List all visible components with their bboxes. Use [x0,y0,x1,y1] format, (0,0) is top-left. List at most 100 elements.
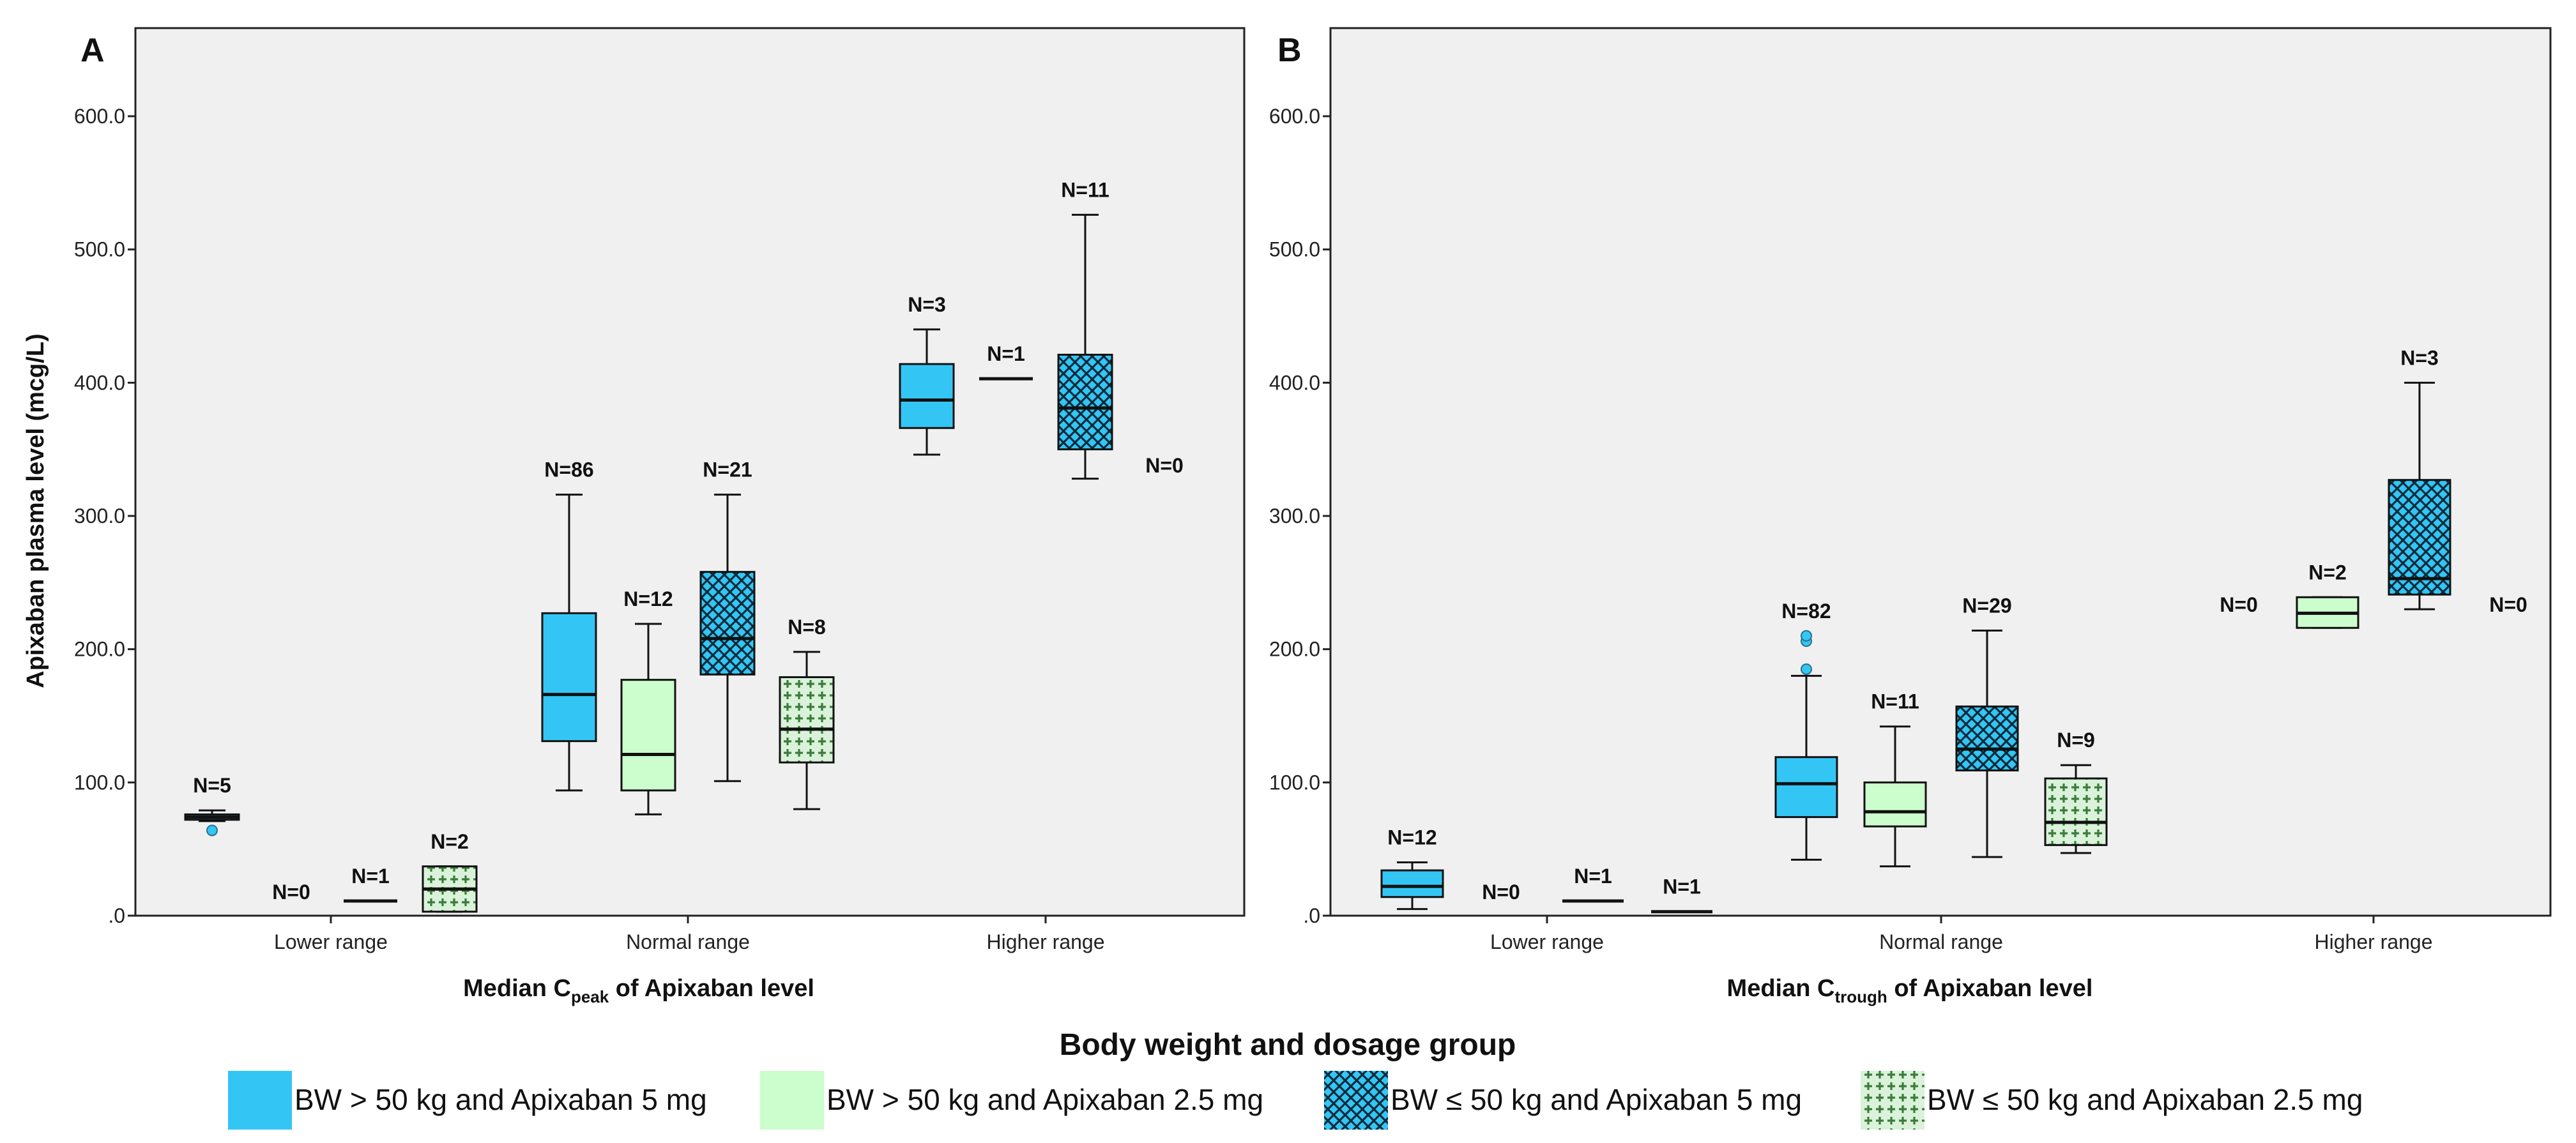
y-tick-label-b-4: 400.0 [1269,371,1320,394]
y-tick-label-a-3: 300.0 [74,504,125,527]
n-label-b-s1-c2: N=2 [2308,561,2347,584]
iqr-box-b-s1-c1 [1863,781,1927,828]
y-axis-b: .0 100.0 200.0 300.0 400.0 500.0 600.0 [1269,105,1330,927]
y-tick-label-a-5: 500.0 [74,238,125,261]
legend-item-2: BW ≤ 50 kg and Apixaban 5 mg [1324,1071,1802,1130]
box-b-s3-c0: N=1 [1651,875,1712,914]
legend-title: Body weight and dosage group [1060,1028,1516,1062]
iqr-box-a-s2-c1 [699,571,756,676]
iqr-box-b-s2-c1 [1955,705,2019,772]
x-axis-b: Lower range Normal range Higher range [1490,916,2433,953]
legend-swatch-2 [1324,1071,1388,1130]
n-label-b-s0-c0: N=12 [1387,826,1437,849]
outlier-a-s0-c0-0 [206,824,218,836]
outlier-b-s0-c1-0 [1801,663,1812,675]
box-a-s2-c1: N=21 [699,458,756,782]
legend-swatch-0 [228,1071,292,1130]
box-b-s2-c2: N=3 [2388,346,2451,610]
legend-item-3: BW ≤ 50 kg and Apixaban 2.5 mg [1861,1071,2363,1130]
legend-item-1: BW > 50 kg and Apixaban 2.5 mg [760,1071,1263,1130]
y-tick-label-a-1: 100.0 [74,771,125,794]
y-tick-label-a-6: 600.0 [74,105,125,128]
x-tick-label-b-1: Normal range [1879,930,2003,953]
x-axis-title-b: Median Ctrough of Apixaban level [1727,975,2093,1006]
box-a-s1-c1: N=12 [620,587,676,815]
iqr-box-b-s0-c0 [1380,869,1444,898]
box-b-s3-c1: N=9 [2044,729,2108,854]
box-a-s0-c0: N=5 [184,774,240,836]
y-axis-title-a: Apixaban plasma level (mcg/L) [22,333,49,688]
x-tick-label-b-2: Higher range [2315,930,2433,953]
panel-b: B .0 100.0 200.0 300.0 400.0 500.0 600.0 Lower… [1269,27,2552,1006]
y-tick-label-a-0: .0 [108,904,125,927]
box-a-s1-c2: N=1 [979,342,1033,381]
box-b-s0-c0: N=12 [1380,826,1444,911]
y-tick-label-b-2: 200.0 [1269,638,1320,661]
y-tick-label-a-4: 400.0 [74,371,125,394]
iqr-box-a-s1-c1 [620,679,676,792]
n-label-a-s3-c1: N=8 [788,616,826,639]
n-label-b-s1-c1: N=11 [1871,690,1919,713]
x-tick-label-b-0: Lower range [1490,930,1604,953]
panel-label-a: A [80,32,105,69]
box-b-s1-c1: N=11 [1863,690,1927,868]
n-label-b-s2-c2: N=3 [2400,346,2439,369]
plot-area-a [134,27,1246,917]
y-tick-label-b-3: 300.0 [1269,504,1320,527]
n-label-b-s3-c2: N=0 [2489,593,2527,616]
iqr-box-b-s2-c2 [2388,479,2451,596]
legend-swatch-1 [760,1071,824,1130]
n-label-a-s3-c2: N=0 [1145,454,1184,477]
y-tick-label-b-5: 500.0 [1269,238,1320,261]
n-label-b-s2-c1: N=29 [1962,594,2011,617]
iqr-box-b-s0-c1 [1774,756,1838,819]
box-b-s1-c2: N=2 [2296,561,2359,629]
x-tick-label-a-2: Higher range [987,930,1105,953]
n-label-a-s0-c2: N=3 [908,293,946,316]
legend-label-1: BW > 50 kg and Apixaban 2.5 mg [827,1083,1263,1116]
y-axis-a: .0 100.0 200.0 300.0 400.0 500.0 600.0 [74,105,135,927]
plot-area-b [1329,27,2552,917]
y-tick-label-b-6: 600.0 [1269,105,1320,128]
panel-label-b: B [1277,32,1302,69]
box-a-s0-c1: N=86 [541,458,597,792]
legend-label-2: BW ≤ 50 kg and Apixaban 5 mg [1391,1083,1802,1116]
iqr-box-a-s2-c2 [1057,354,1113,451]
box-a-s1-c0: N=0 [272,881,310,904]
iqr-box-a-s3-c1 [779,676,835,764]
n-label-a-s0-c1: N=86 [544,458,593,481]
box-b-s1-c0: N=0 [1482,881,1520,904]
box-b-s0-c1: N=82 [1774,600,1838,861]
n-label-b-s3-c1: N=9 [2057,729,2095,752]
x-axis-title-a: Median Cpeak of Apixaban level [463,975,814,1006]
n-label-b-s0-c2: N=0 [2220,593,2258,616]
box-a-s3-c1: N=8 [779,616,835,810]
box-a-s0-c2: N=3 [899,293,955,456]
n-label-a-s2-c2: N=11 [1061,178,1109,201]
legend: Body weight and dosage group BW > 50 kg … [228,1028,2363,1130]
box-a-s2-c2: N=11 [1057,178,1113,480]
iqr-box-a-s0-c1 [541,612,597,743]
n-label-a-s2-c1: N=21 [703,458,752,481]
n-label-b-s1-c0: N=0 [1482,881,1520,904]
legend-label-0: BW > 50 kg and Apixaban 5 mg [294,1083,707,1116]
box-b-s3-c2: N=0 [2489,593,2527,616]
y-tick-label-b-1: 100.0 [1269,771,1320,794]
n-label-b-s0-c1: N=82 [1781,600,1831,623]
n-label-b-s2-c0: N=1 [1574,865,1612,888]
box-a-s2-c0: N=1 [344,865,397,903]
iqr-box-a-s0-c2 [899,363,955,429]
x-tick-label-a-1: Normal range [626,930,750,953]
x-tick-label-a-0: Lower range [274,930,388,953]
boxplot-marks-b: N=12 N=82 N=0 N=0 N=11 N=2 N=1 N=29 N=3 N=1 N=9 N=0 [1380,346,2527,914]
legend-label-3: BW ≤ 50 kg and Apixaban 2.5 mg [1927,1083,2363,1116]
y-tick-label-a-2: 200.0 [74,638,125,661]
legend-item-0: BW > 50 kg and Apixaban 5 mg [228,1071,707,1130]
n-label-b-s3-c0: N=1 [1663,875,1701,898]
n-label-a-s1-c2: N=1 [987,342,1025,365]
n-label-a-s1-c0: N=0 [272,881,310,904]
n-label-a-s3-c0: N=2 [431,830,469,853]
box-a-s3-c2: N=0 [1145,454,1184,477]
iqr-box-b-s3-c1 [2044,777,2108,846]
